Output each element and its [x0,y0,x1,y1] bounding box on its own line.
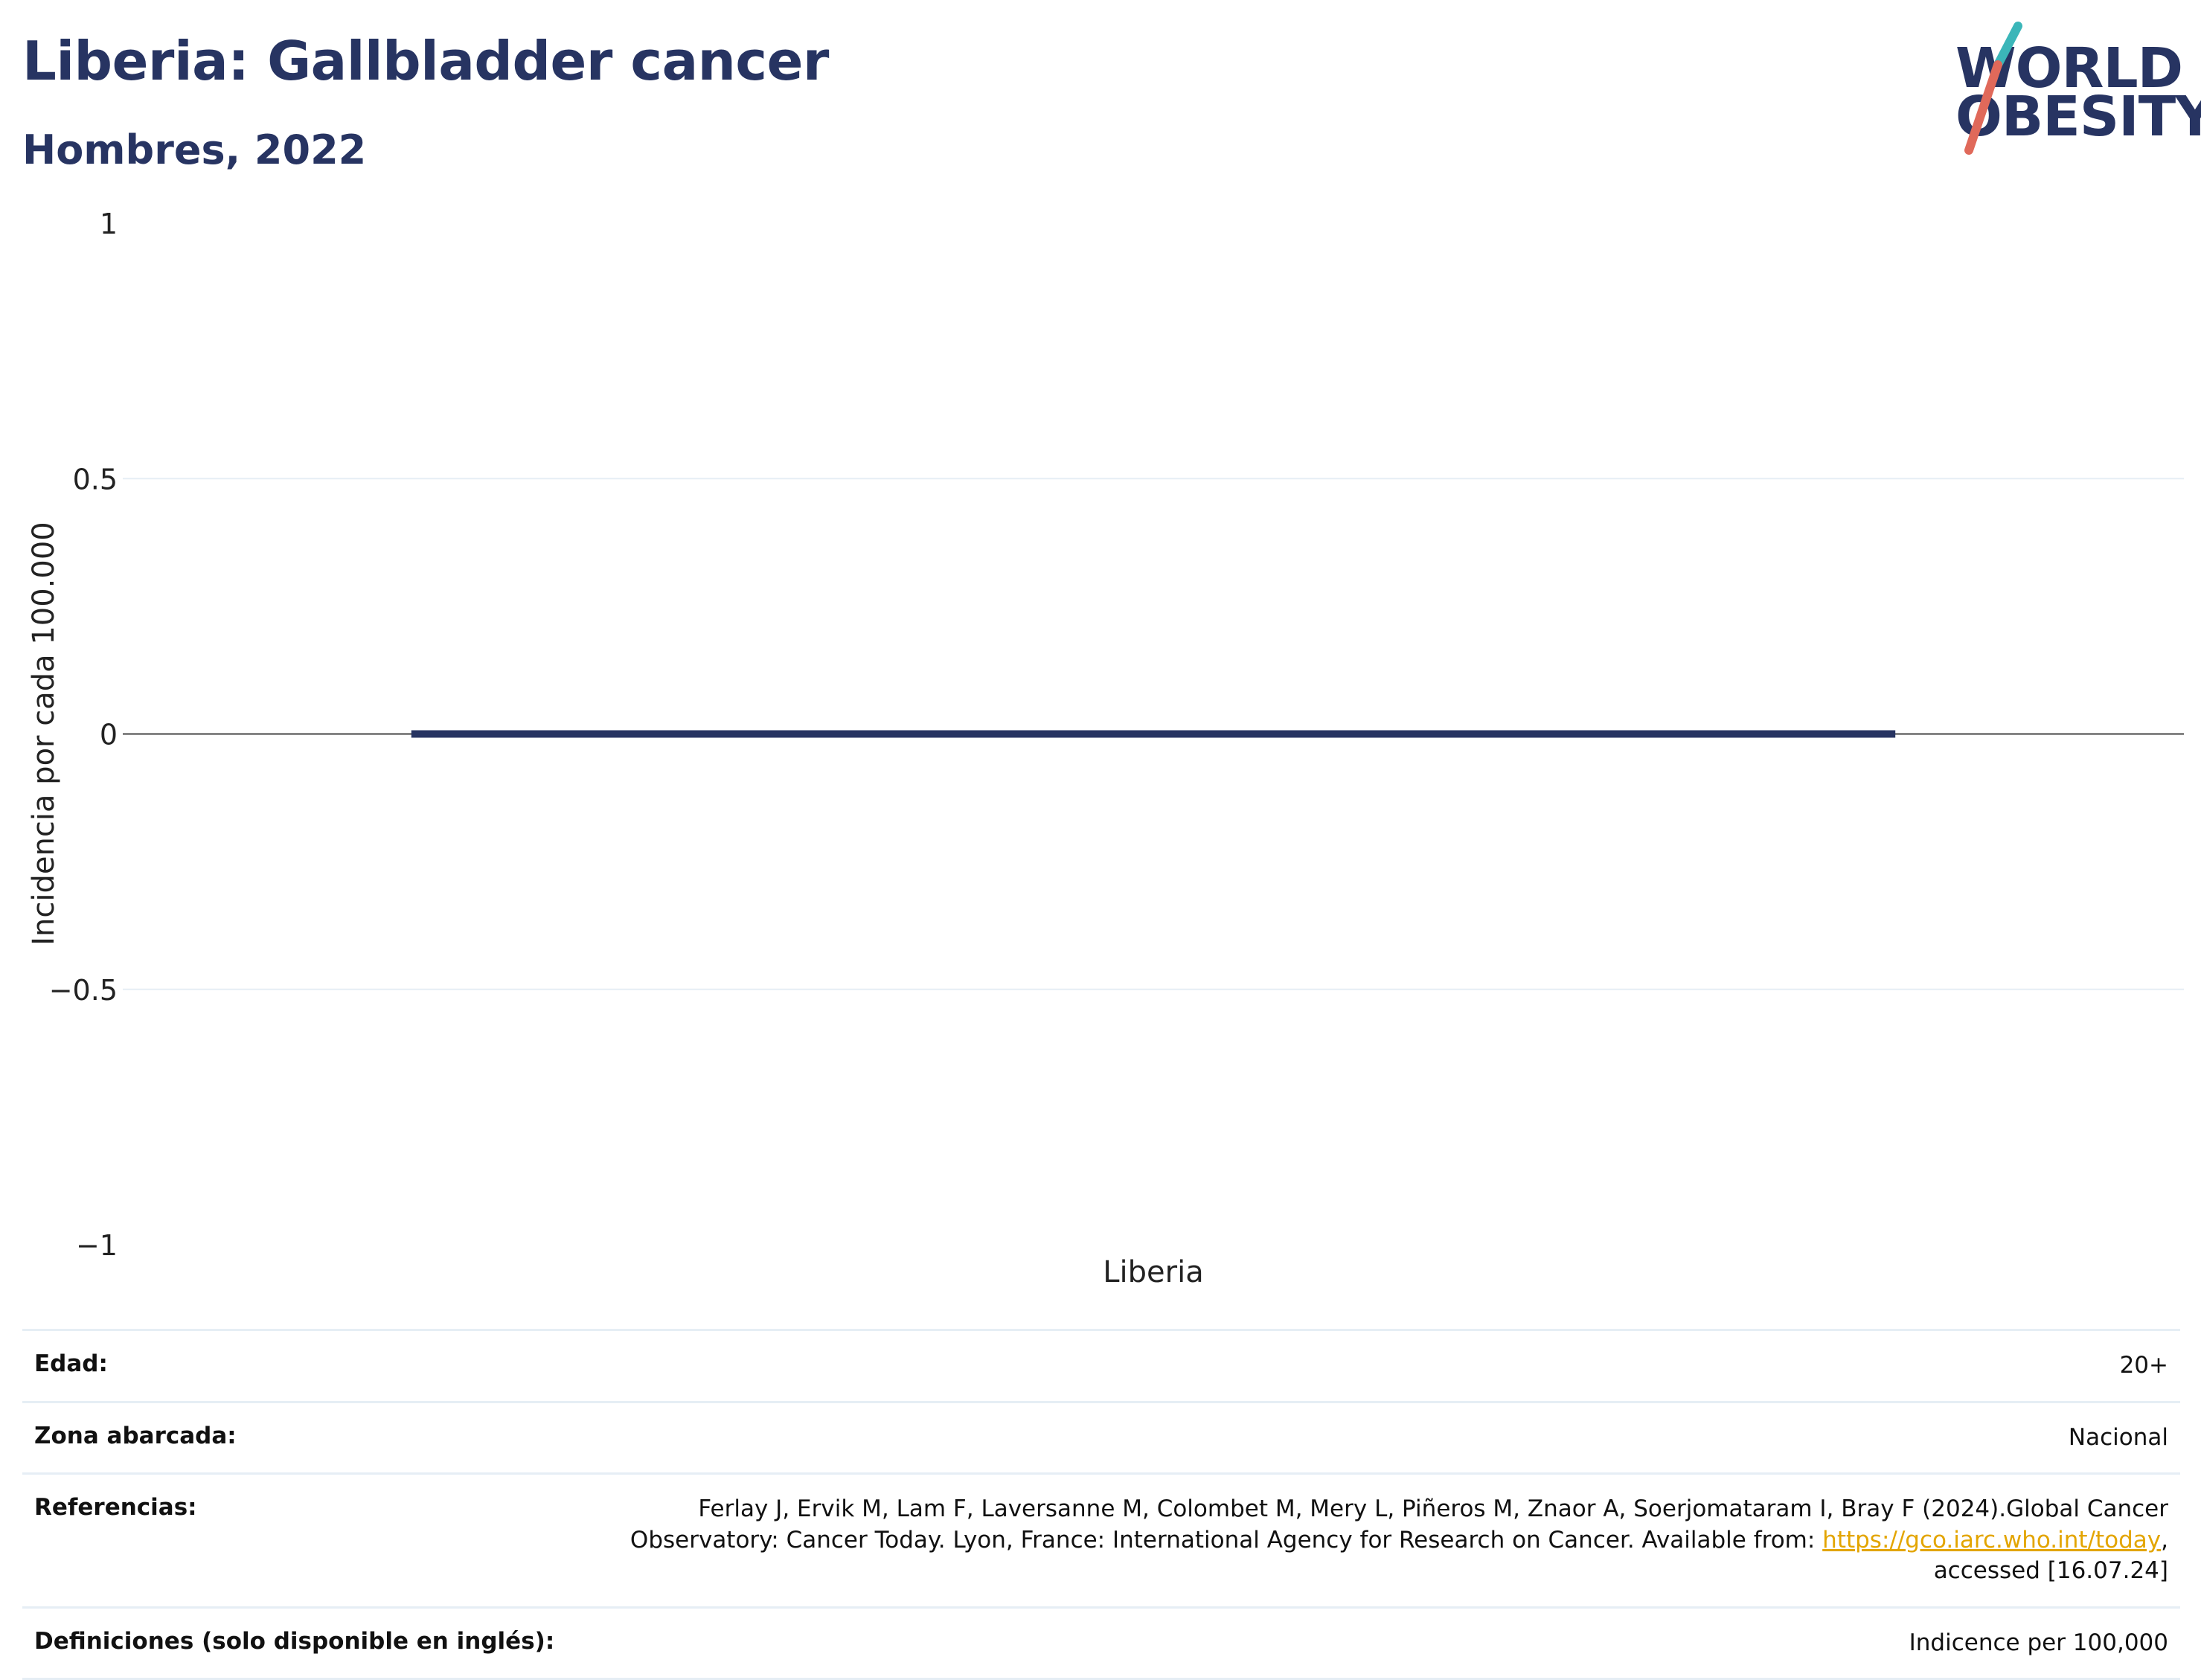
area-value: Nacional [2068,1423,2168,1451]
y-axis-ticks: 1 0.5 0 −0.5 −1 Liberia [49,208,1204,1289]
definitions-label: Definiciones (solo disponible en inglés)… [34,1627,555,1655]
info-row-area: Zona abarcada: Nacional [22,1402,2180,1474]
bar-chart: 1 0.5 0 −0.5 −1 Liberia Incidencia por cada 1… [27,208,2184,1289]
age-label: Edad: [34,1350,108,1377]
y-tick-label: 1 [100,208,118,240]
references-label: Referencias: [34,1494,197,1522]
chart-subtitle: Hombres, 2022 [22,126,367,173]
references-text-end: , accessed [16.07.24] [1933,1526,2168,1585]
info-row-references: Referencias: Ferlay J, Ervik M, Lam F, L… [22,1473,2180,1608]
y-tick-label: −0.5 [49,974,118,1007]
x-tick-label: Liberia [1103,1255,1203,1289]
chart-title: Liberia: Gallbladder cancer [22,30,829,92]
definitions-value: Indicence per 100,000 [1909,1629,2168,1656]
logo-slash-icon [1964,22,2022,155]
logo-line-2: OBESITY [1955,85,2201,149]
references-value: Ferlay J, Ervik M, Lam F, Laversanne M, … [566,1474,2180,1608]
area-label: Zona abarcada: [34,1422,237,1449]
y-tick-label: 0 [100,719,118,751]
references-link[interactable]: https://gco.iarc.who.int/today [1822,1526,2162,1554]
bar [411,730,1896,738]
y-tick-label: −1 [76,1229,118,1262]
y-tick-label: 0.5 [73,463,118,496]
bars [411,730,1896,738]
age-value: 20+ [2119,1352,2168,1379]
references-text: Ferlay J, Ervik M, Lam F, Laversanne M, … [629,1495,2168,1554]
info-row-definitions: Definiciones (solo disponible en inglés)… [22,1607,2180,1679]
y-axis-title: Incidencia por cada 100.000 [27,522,61,946]
world-obesity-logo: WORLD OBESITY [1935,19,2201,160]
info-table: Edad: 20+ Zona abarcada: Nacional Refere… [22,1329,2180,1680]
info-row-age: Edad: 20+ [22,1330,2180,1402]
